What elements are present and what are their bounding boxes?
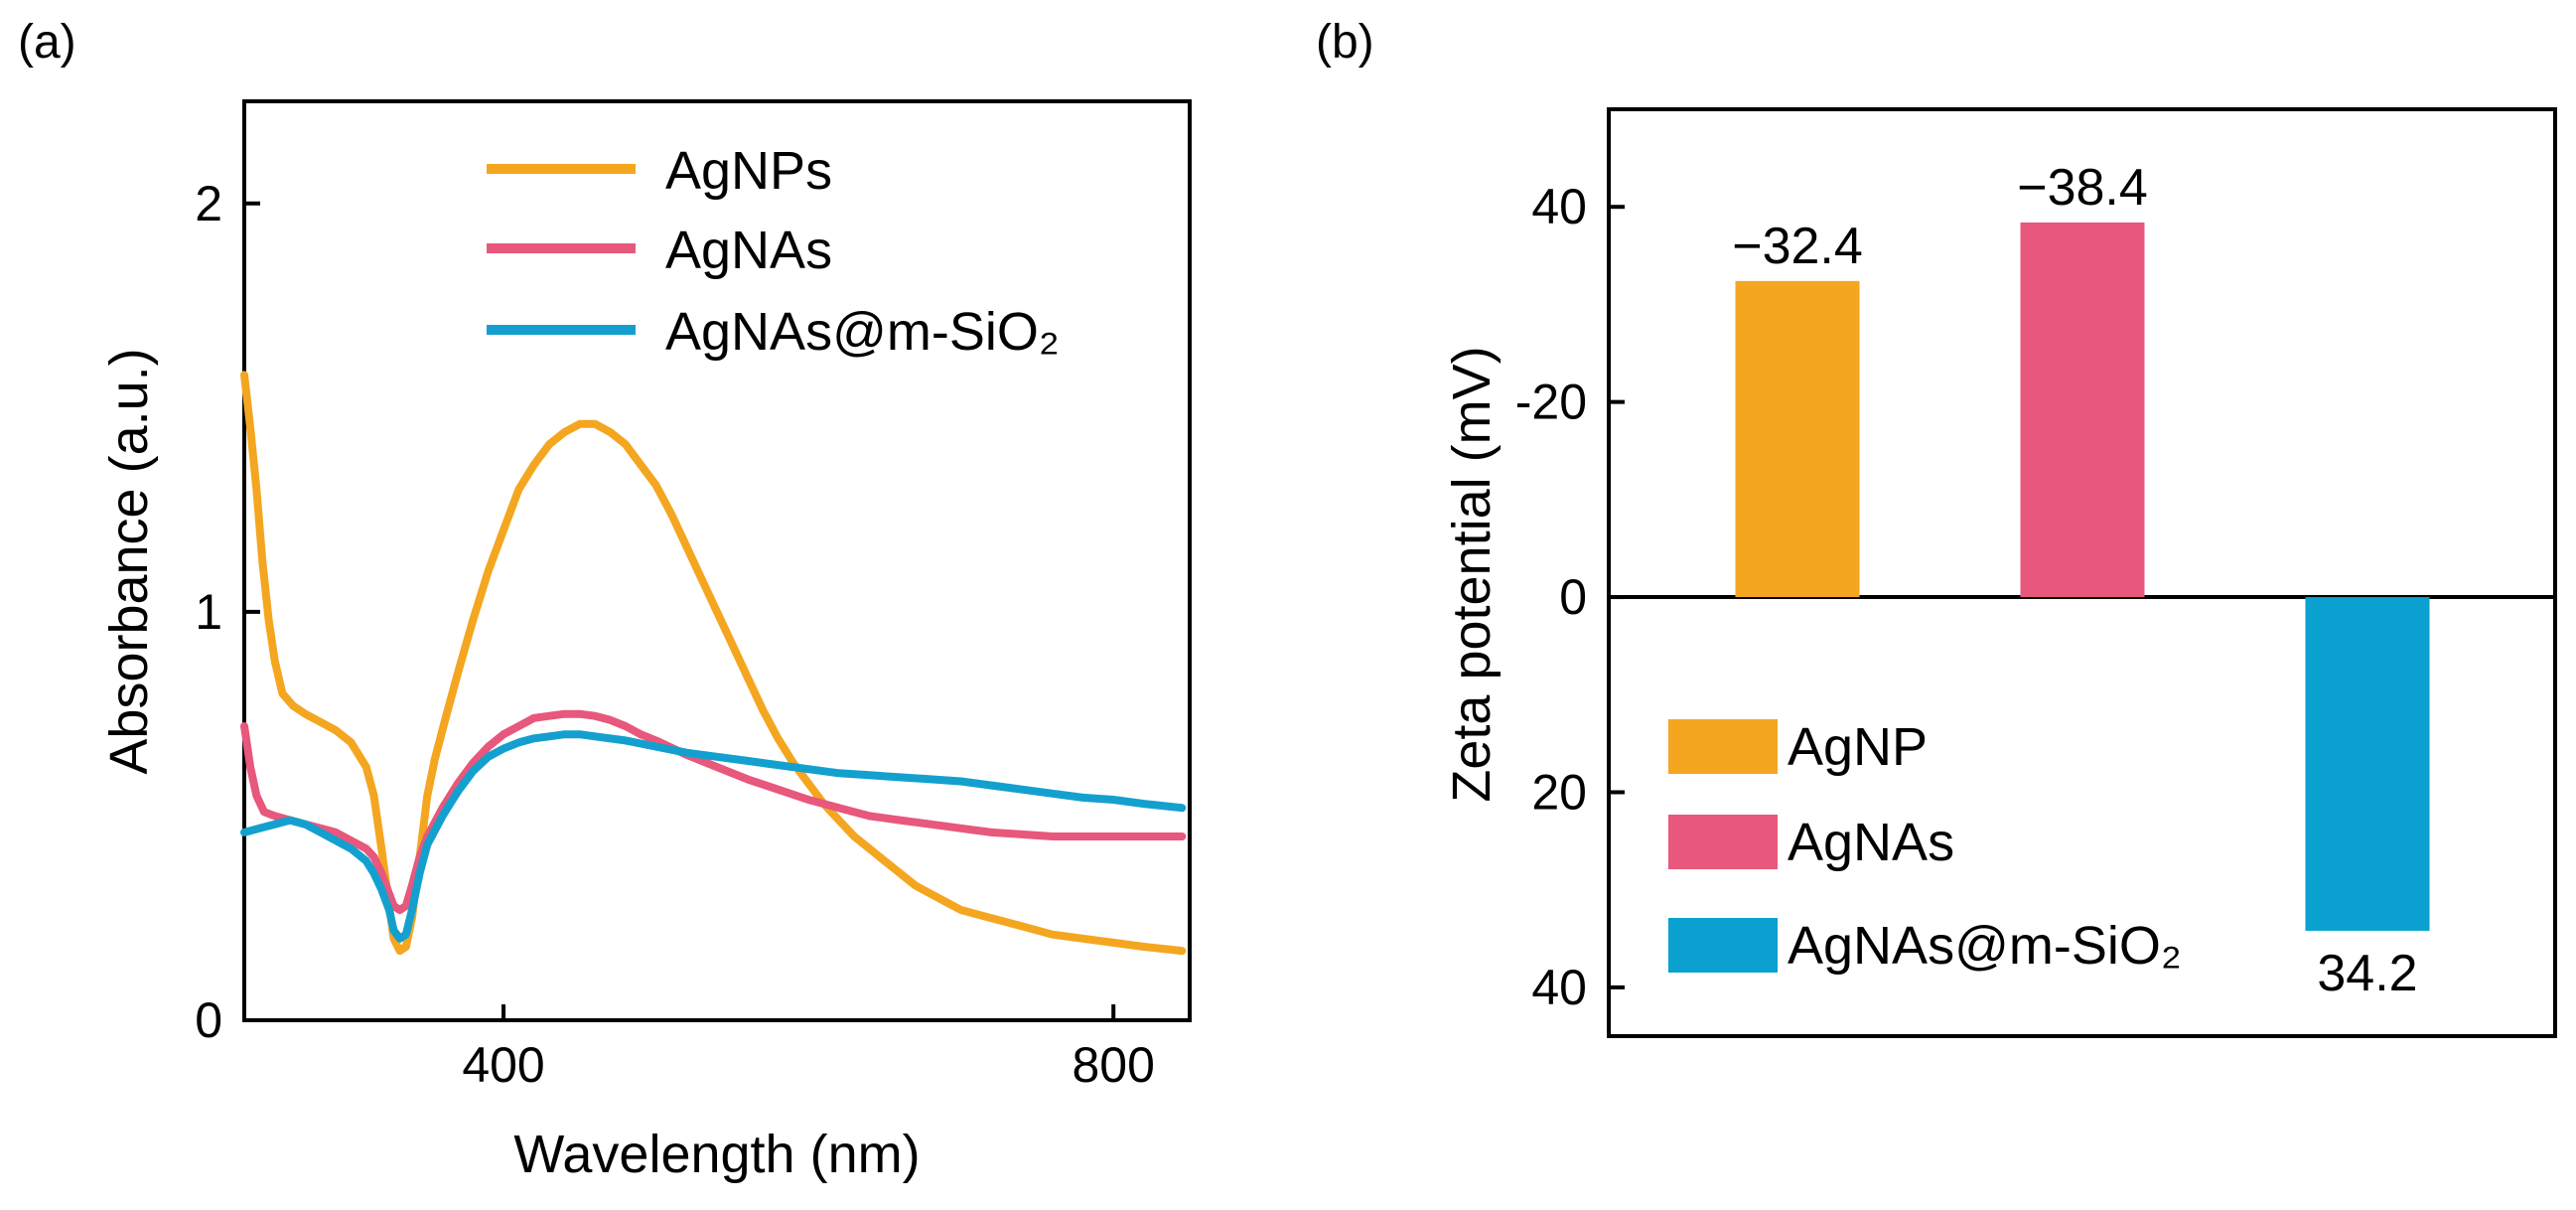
series-line-0 — [240, 371, 1187, 956]
series-line-2 — [240, 730, 1187, 943]
legend-label-agnas-msio2: AgNAs@m-SiO₂ — [665, 302, 1060, 362]
bar-value-label: −38.4 — [2017, 159, 2148, 217]
plot-b-frame — [1607, 107, 2557, 1038]
legend-label-agnp: AgNP — [1788, 717, 1928, 777]
legend-label-agnas-b: AgNAs — [1788, 813, 1954, 872]
bar-value-label: 34.2 — [2317, 945, 2417, 1002]
legend-a: AgNPs AgNAs AgNAs@m-SiO₂ — [487, 141, 1060, 362]
y-tick-label-b: 40 — [1531, 960, 1587, 1015]
x-tick-label: 400 — [462, 1037, 544, 1093]
y-tick-label: 0 — [195, 992, 222, 1048]
x-axis-label: Wavelength (nm) — [513, 1125, 920, 1184]
series-line-1 — [240, 709, 1187, 914]
legend-swatch-agnas-b — [1668, 815, 1778, 869]
panel-a-label: (a) — [18, 16, 76, 69]
legend-swatch-agnp — [1668, 719, 1778, 774]
bars-group: −32.4 −38.4 34.2 — [1732, 159, 2430, 1002]
y-tick-label: 2 — [195, 176, 222, 231]
bar-value-label: −32.4 — [1732, 218, 1863, 275]
legend-b: AgNP AgNAs AgNAs@m-SiO₂ — [1668, 717, 2182, 976]
absorbance-line-chart: 400 800 0 1 2 Wavelength (nm) Absorbance (a.… — [99, 99, 1192, 1184]
legend-swatch-agnas-msio2-b — [1668, 918, 1778, 973]
y-tick-label-b: -20 — [1515, 375, 1587, 430]
legend-label-agnas-msio2-b: AgNAs@m-SiO₂ — [1788, 916, 2182, 976]
bar-0 — [1735, 280, 1860, 598]
y-tick-label-b: 20 — [1531, 764, 1587, 820]
y-tick-label-b: 0 — [1559, 569, 1587, 625]
bar-1 — [2020, 222, 2145, 598]
bar-2 — [2305, 597, 2430, 931]
series-group — [240, 371, 1187, 956]
plot-a-frame — [242, 99, 1192, 1022]
y-tick-label: 1 — [195, 584, 222, 640]
zeta-potential-bar-chart: −32.4 −38.4 34.2 40 -20 0 20 40 Zeta potential… — [1442, 107, 2557, 1038]
y-axis-label: Absorbance (a.u.) — [99, 348, 159, 774]
legend-label-agnps: AgNPs — [665, 141, 832, 201]
x-tick-label: 800 — [1073, 1037, 1155, 1093]
legend-label-agnas: AgNAs — [665, 221, 832, 280]
y-tick-label-b: 40 — [1531, 179, 1587, 234]
tick-group: 400 800 0 1 2 — [195, 176, 1155, 1093]
tick-group-b: 40 -20 0 20 40 — [1515, 179, 1625, 1015]
panel-b-label: (b) — [1316, 16, 1374, 69]
y-axis-label-b: Zeta potential (mV) — [1442, 346, 1502, 802]
